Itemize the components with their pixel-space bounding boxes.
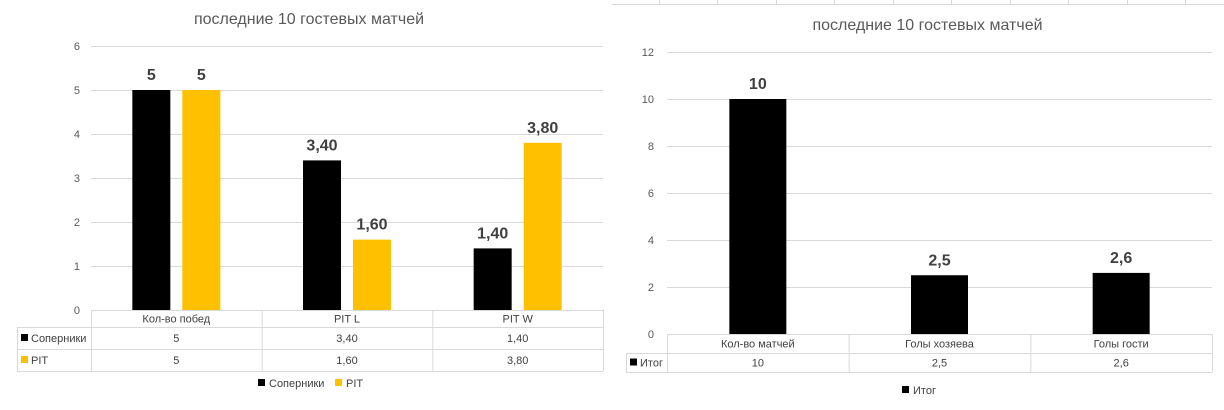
y-tick-label: 1 xyxy=(74,261,80,273)
legend-key xyxy=(258,379,265,386)
y-tick-label: 8 xyxy=(648,141,654,153)
table-cell: 5 xyxy=(173,333,179,345)
table-legend-key xyxy=(21,334,28,341)
data-label: 3,40 xyxy=(306,137,337,154)
category-label: Кол-во матчей xyxy=(721,339,795,351)
table-cell: 3,40 xyxy=(336,333,357,345)
table-cell: 3,80 xyxy=(507,355,528,367)
category-label: Голы гости xyxy=(1094,339,1149,351)
data-label: 5 xyxy=(147,67,156,84)
chart-right-svg: последние 10 гостевых матчей 0 2 4 6 8 10 12 10 2… xyxy=(612,0,1224,397)
y-tick-label: 2 xyxy=(74,217,80,229)
data-label: 2,6 xyxy=(1110,250,1132,267)
data-label: 2,5 xyxy=(928,252,950,269)
category-label: PIT L xyxy=(334,314,360,326)
y-tick-label: 12 xyxy=(642,47,654,59)
top-gridlines xyxy=(612,0,1224,5)
data-label: 1,40 xyxy=(477,225,508,242)
y-tick-label: 0 xyxy=(648,329,654,341)
y-tick-label: 4 xyxy=(74,129,80,141)
category-label: Кол-во побед xyxy=(142,314,210,326)
y-tick-label: 10 xyxy=(642,94,654,106)
bar xyxy=(523,142,562,310)
y-tick-label: 4 xyxy=(648,235,654,247)
bar xyxy=(353,239,391,310)
chart-left: последние 10 гостевых матчей 0 1 2 3 4 5 6 5 3,40… xyxy=(0,0,612,405)
y-tick-label: 3 xyxy=(74,173,80,185)
legend-label: Итог xyxy=(913,385,936,397)
category-label: PIT W xyxy=(502,314,533,326)
chart-title: последние 10 гостевых матчей xyxy=(194,11,424,28)
table-cell: 5 xyxy=(173,355,179,367)
legend-key xyxy=(902,386,909,393)
table-cell: 10 xyxy=(752,358,764,370)
bar xyxy=(473,248,512,310)
chart-title: последние 10 гостевых матчей xyxy=(812,17,1042,34)
table-cell: 1,40 xyxy=(507,333,528,345)
table-cell: 1,60 xyxy=(336,355,357,367)
bar xyxy=(303,160,341,310)
legend-label: PIT xyxy=(346,378,363,390)
y-tick-label: 0 xyxy=(74,305,80,317)
data-label: 1,60 xyxy=(356,217,387,234)
chart-left-svg: последние 10 гостевых матчей 0 1 2 3 4 5 6 5 3,40… xyxy=(17,11,604,390)
table-legend-key xyxy=(21,356,28,363)
y-tick-label: 5 xyxy=(74,85,80,97)
bar xyxy=(132,90,171,310)
table-cell: 2,5 xyxy=(932,358,947,370)
y-tick-label: 6 xyxy=(74,41,80,53)
legend-label: Соперники xyxy=(269,378,324,390)
data-label: 5 xyxy=(197,67,206,84)
bar xyxy=(182,90,221,310)
bar xyxy=(729,99,787,334)
y-tick-label: 6 xyxy=(648,188,654,200)
table-legend-key xyxy=(630,358,637,366)
bar xyxy=(1092,272,1150,334)
table-cell: 2,6 xyxy=(1114,358,1129,370)
data-label: 3,80 xyxy=(527,120,558,137)
table-series-name: PIT xyxy=(31,355,48,367)
data-label: 10 xyxy=(749,76,767,93)
y-tick-label: 2 xyxy=(648,282,654,294)
legend-key xyxy=(335,379,342,386)
table-series-name: Соперники xyxy=(31,333,86,345)
category-label: Голы хозяева xyxy=(905,339,975,351)
table-series-name: Итог xyxy=(640,358,663,370)
bar xyxy=(911,275,968,334)
chart-right: последние 10 гостевых матчей 0 2 4 6 8 10 12 10 2… xyxy=(612,0,1224,405)
